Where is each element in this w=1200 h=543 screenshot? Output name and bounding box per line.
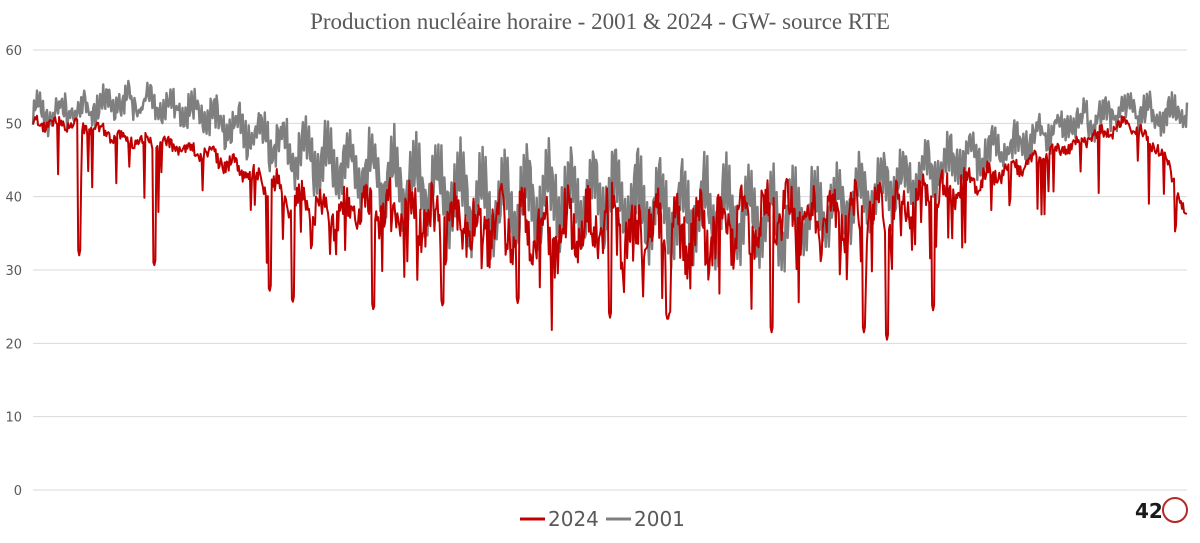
logo: 42 (1135, 497, 1188, 523)
legend-label-2001: 2001 (634, 507, 685, 531)
y-tick-label: 0 (14, 484, 22, 499)
logo-number: 42 (1135, 499, 1163, 523)
legend: 2024 2001 (520, 507, 685, 531)
logo-ring-icon (1162, 497, 1188, 523)
y-tick-label: 20 (5, 337, 22, 352)
series-line-2024 (32, 114, 1188, 341)
legend-label-2024: 2024 (548, 507, 599, 531)
series-line-2001 (31, 79, 1189, 273)
y-axis-tick-labels: 0 10 20 30 40 50 60 (5, 44, 22, 499)
y-tick-label: 40 (5, 191, 22, 206)
chart-title: Production nucléaire horaire - 2001 & 20… (310, 9, 890, 34)
y-tick-label: 50 (5, 117, 22, 132)
y-tick-label: 10 (5, 411, 22, 426)
series-lines (31, 79, 1189, 341)
y-tick-label: 30 (5, 264, 22, 279)
y-tick-label: 60 (5, 44, 22, 59)
